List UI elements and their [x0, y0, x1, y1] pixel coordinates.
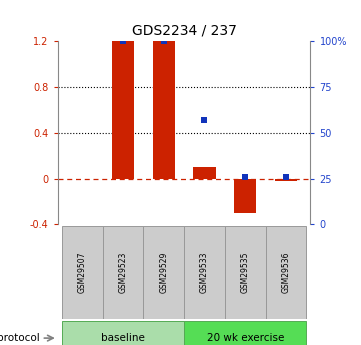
- Bar: [143, 226, 184, 319]
- Text: protocol: protocol: [0, 333, 39, 343]
- Bar: [153, 41, 175, 179]
- Bar: [103, 226, 143, 319]
- Bar: [266, 226, 306, 319]
- Bar: [234, 179, 256, 213]
- Text: GSM29536: GSM29536: [282, 252, 291, 293]
- Bar: [62, 321, 184, 345]
- Bar: [184, 321, 306, 345]
- Bar: [193, 167, 216, 179]
- Text: GSM29535: GSM29535: [241, 252, 250, 293]
- Text: GSM29507: GSM29507: [78, 252, 87, 293]
- Text: GSM29533: GSM29533: [200, 252, 209, 293]
- Bar: [275, 179, 297, 181]
- Bar: [112, 41, 134, 179]
- Text: GSM29523: GSM29523: [118, 252, 127, 293]
- Text: GSM29529: GSM29529: [159, 252, 168, 293]
- Text: 20 wk exercise: 20 wk exercise: [206, 333, 284, 343]
- Bar: [62, 226, 103, 319]
- Text: baseline: baseline: [101, 333, 145, 343]
- Bar: [225, 226, 266, 319]
- Bar: [184, 226, 225, 319]
- Title: GDS2234 / 237: GDS2234 / 237: [132, 23, 236, 38]
